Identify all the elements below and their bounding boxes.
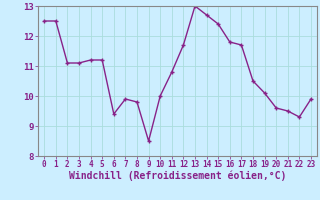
X-axis label: Windchill (Refroidissement éolien,°C): Windchill (Refroidissement éolien,°C)	[69, 171, 286, 181]
